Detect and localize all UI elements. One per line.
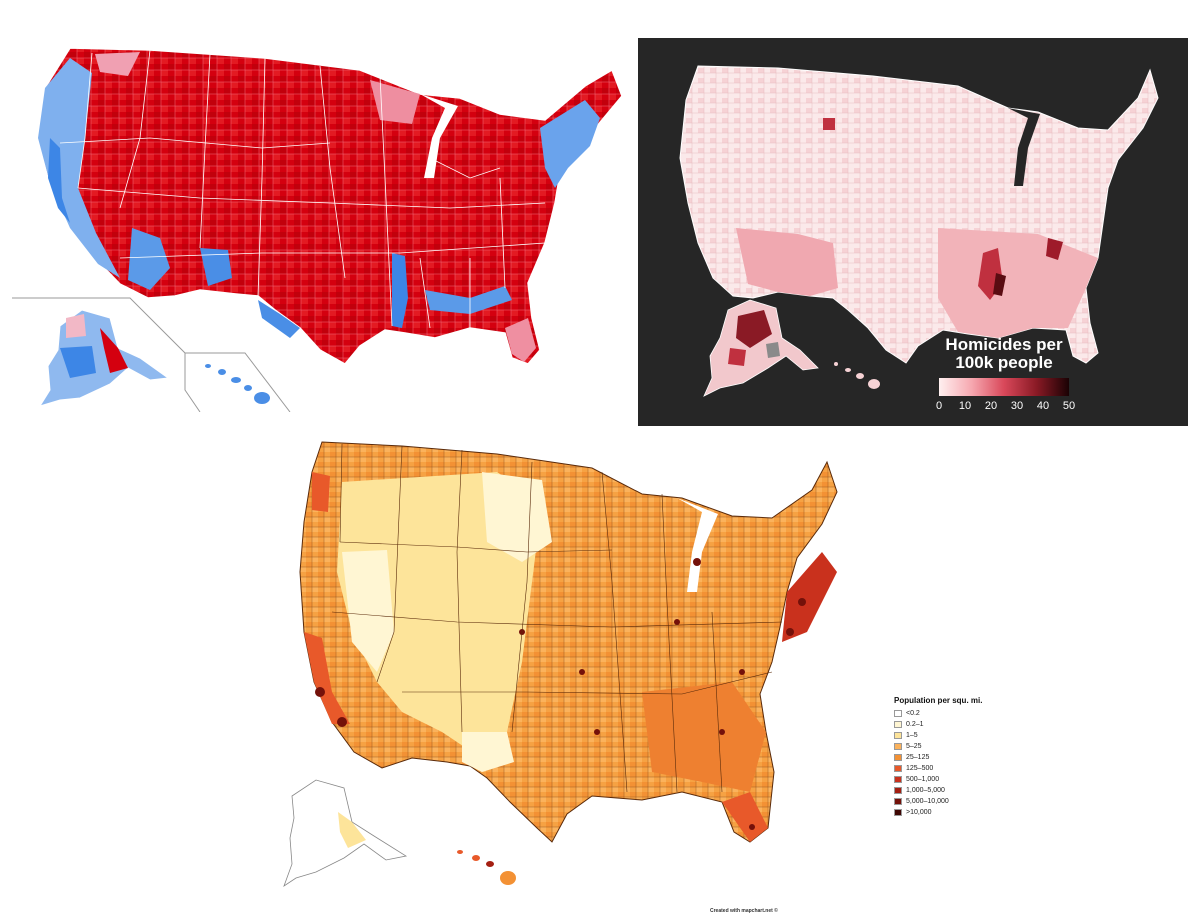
alaska-shape	[38, 309, 170, 407]
alaska-hotspot-2	[728, 348, 746, 366]
density-legend-row: 25–125	[894, 752, 982, 762]
hawaii-shape	[457, 850, 516, 885]
density-legend-row: 1,000–5,000	[894, 785, 982, 795]
metro-area-dots	[315, 558, 806, 830]
density-legend-row: 125–500	[894, 763, 982, 773]
legend-tick-label: 10	[958, 400, 972, 412]
pink-patch-montana	[95, 52, 140, 76]
florida-dense	[722, 792, 768, 842]
density-legend-row: 5,000–10,000	[894, 796, 982, 806]
mapchart-credit: Created with mapchart.net ©	[710, 908, 778, 914]
density-legend-label: >10,000	[906, 808, 932, 816]
florida-pink	[505, 318, 536, 362]
very-sparse-plains	[482, 472, 552, 562]
west-coast-deep-blue	[48, 138, 70, 223]
great-lakes	[1008, 108, 1040, 186]
deep-south-hotspot-2	[993, 273, 1006, 296]
population-density-map	[283, 441, 838, 888]
density-legend-swatch	[894, 764, 902, 772]
south-carolina-hotspot	[1046, 238, 1063, 260]
density-legend-swatch	[894, 775, 902, 783]
alaska-sparse-region	[338, 812, 366, 848]
density-legend-label: 1,000–5,000	[906, 786, 945, 794]
alaska-shape	[703, 299, 819, 397]
mississippi-blue-strip	[392, 253, 408, 328]
west-coast-blue-region	[38, 58, 120, 278]
density-legend-label: 1–5	[906, 731, 918, 739]
density-legend-label: 5,000–10,000	[906, 797, 949, 805]
population-density-map-panel: Population per squ. mi. <0.2 0.2–1 1–5 5–25…	[282, 432, 982, 916]
legend-tick-label: 40	[1036, 400, 1050, 412]
state-borders	[59, 49, 546, 329]
california-dense	[304, 632, 350, 724]
hawaii-shape	[834, 362, 880, 389]
legend-title-line-2: 100k people	[955, 353, 1053, 372]
homicide-legend: Homicides per 100k people 0 10 20 30 40 50	[934, 335, 1076, 416]
alaska-pink-region	[66, 314, 86, 338]
density-legend-row: 500–1,000	[894, 774, 982, 784]
density-legend-row: >10,000	[894, 807, 982, 817]
west-texas-sparse	[462, 732, 514, 772]
southwest-blue-region	[128, 228, 170, 290]
density-legend-label: 0.2–1	[906, 720, 924, 728]
new-mexico-blue-region	[200, 248, 232, 286]
legend-tick-label: 50	[1062, 400, 1076, 412]
alaska-blue-region	[60, 346, 96, 378]
black-belt-blue	[425, 286, 512, 314]
density-legend-items: <0.2 0.2–1 1–5 5–25 25–125 125–500 500–1,000 1,…	[894, 708, 982, 817]
legend-tick-label: 30	[1010, 400, 1024, 412]
pacific-northwest-dense	[312, 472, 330, 512]
density-legend-swatch	[894, 808, 902, 816]
density-legend-label: 500–1,000	[906, 775, 940, 783]
density-legend: Population per squ. mi. <0.2 0.2–1 1–5 5–25…	[894, 696, 982, 818]
density-legend-swatch	[894, 797, 902, 805]
density-legend-swatch	[894, 786, 902, 794]
density-legend-swatch	[894, 753, 902, 761]
legend-tick-label: 20	[984, 400, 998, 412]
density-legend-swatch	[894, 742, 902, 750]
northeast-blue-region	[540, 100, 600, 188]
great-lakes	[677, 498, 718, 592]
inset-divider-lines-2	[185, 352, 291, 412]
density-legend-row: <0.2	[894, 708, 982, 718]
density-legend-row: 0.2–1	[894, 719, 982, 729]
southeast-orange	[642, 682, 766, 792]
density-legend-label: 125–500	[906, 764, 934, 772]
pink-patch-north	[370, 80, 420, 124]
density-legend-title: Population per squ. mi.	[894, 696, 982, 705]
legend-title-line-1: Homicides per	[945, 335, 1063, 354]
homicide-map-panel: Homicides per 100k people 0 10 20 30 40 50	[638, 38, 1188, 426]
legend-ticks: 0 10 20 30 40 50	[934, 400, 1076, 416]
density-legend-swatch	[894, 731, 902, 739]
density-legend-label: <0.2	[906, 709, 920, 717]
contiguous-us-shape	[37, 47, 623, 365]
hawaii-shape	[205, 364, 270, 404]
alaska-hotspot	[736, 310, 772, 348]
election-map-panel	[0, 28, 636, 412]
density-legend-swatch	[894, 720, 902, 728]
density-legend-label: 25–125	[906, 753, 930, 761]
northeast-dense	[782, 552, 837, 642]
density-legend-label: 5–25	[906, 742, 922, 750]
legend-color-bar	[939, 378, 1069, 396]
great-lakes	[420, 94, 458, 178]
alaska-red-region	[100, 328, 128, 373]
very-sparse-nevada	[342, 550, 394, 672]
legend-tick-label: 0	[935, 400, 943, 412]
density-legend-swatch	[894, 709, 902, 717]
density-legend-row: 1–5	[894, 730, 982, 740]
density-legend-row: 5–25	[894, 741, 982, 751]
state-borders	[331, 443, 783, 793]
election-map	[12, 47, 623, 412]
southwest-pink-region	[736, 228, 838, 296]
texas-border-blue	[258, 300, 300, 338]
montana-hotspot	[823, 118, 835, 130]
homicide-map	[679, 65, 1159, 397]
alaska-gray-region	[766, 342, 780, 358]
